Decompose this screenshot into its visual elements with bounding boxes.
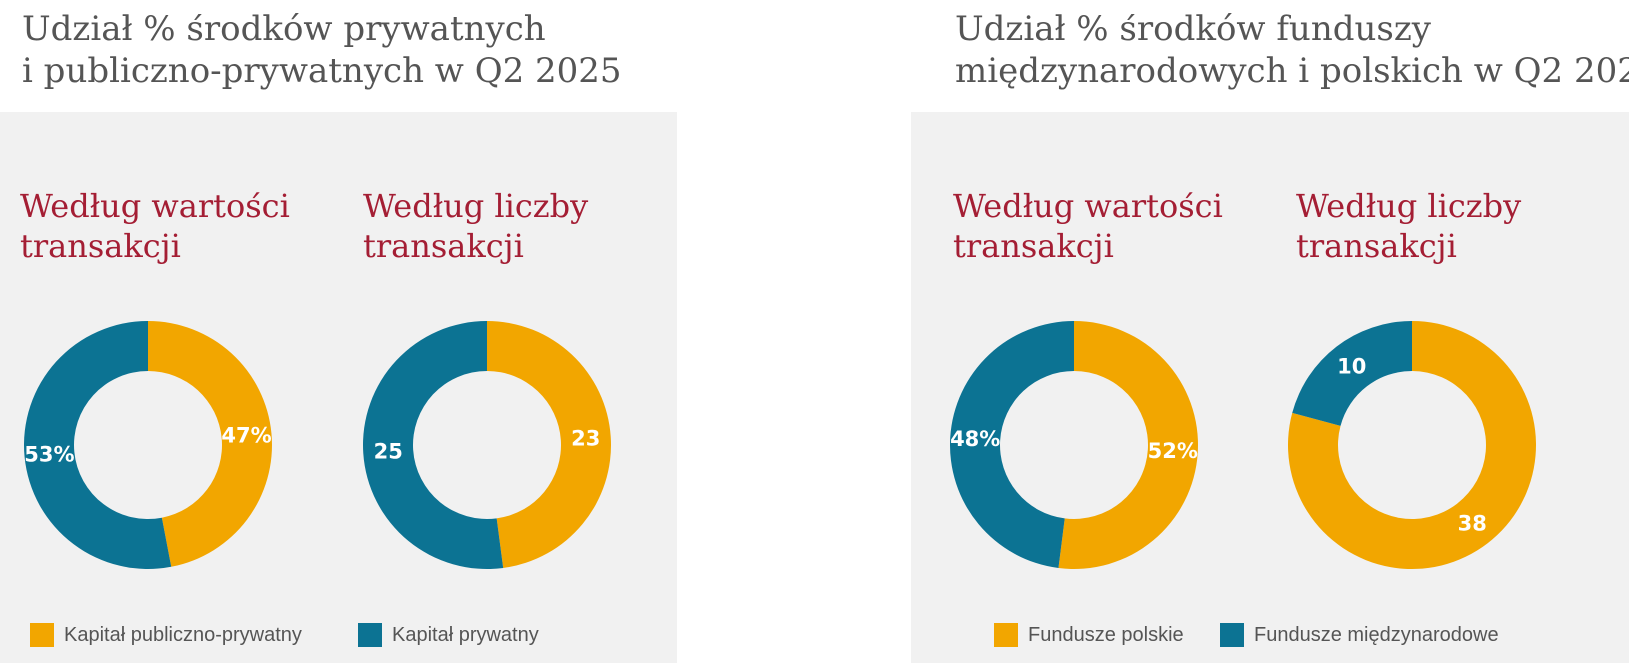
donut-slice-label: 47%: [221, 424, 271, 448]
donut-chart-private-value: 47% 53%: [23, 321, 272, 569]
donut-chart-funds-value: 52% 48%: [950, 321, 1199, 569]
donut-chart-private-count: 23 25: [363, 321, 611, 569]
panel-title-line: i publiczno-prywatnych w Q2 2025: [22, 51, 622, 91]
panel-title-private-funds: Udział % środków prywatnych i publiczno-…: [22, 8, 622, 92]
panel-title-line: międzynarodowych i polskich w Q2 2025: [955, 51, 1629, 91]
legend-label: Kapitał prywatny: [392, 623, 539, 646]
chart-title-line: transakcji: [953, 227, 1114, 265]
donut-slice-label: 23: [571, 427, 600, 451]
legend-right: Fundusze polskie Fundusze międzynarodowe: [994, 623, 1614, 651]
donut-slice-label: 38: [1458, 512, 1487, 536]
donut-slice-label: 10: [1337, 354, 1366, 378]
chart-title-line: Według wartości: [953, 187, 1223, 225]
legend-swatch: [994, 623, 1018, 647]
donut-slice: [1058, 321, 1199, 569]
legend-item-private: Kapitał prywatny: [358, 623, 539, 647]
donut-slice-label: 53%: [24, 442, 74, 466]
legend-label: Fundusze polskie: [1028, 623, 1184, 646]
donut-slice: [23, 321, 172, 569]
donut-slice: [1288, 321, 1536, 569]
legend-swatch: [358, 623, 382, 647]
legend-swatch: [30, 623, 54, 647]
legend-swatch: [1220, 623, 1244, 647]
legend-label: Fundusze międzynarodowe: [1254, 623, 1499, 646]
donut-slice: [950, 321, 1074, 569]
donut-slice-label: 48%: [950, 427, 1000, 451]
donut-slice: [1292, 321, 1412, 426]
panel-title-line: Udział % środków funduszy: [955, 9, 1431, 49]
chart-title-line: transakcji: [363, 227, 524, 265]
donut-slice: [487, 321, 611, 568]
legend-label: Kapitał publiczno-prywatny: [64, 623, 302, 646]
donut-slice-label: 25: [374, 439, 403, 463]
donut-slice: [363, 321, 504, 569]
chart-title-value: Według wartości transakcji: [20, 186, 290, 266]
legend-item-polish-funds: Fundusze polskie: [994, 623, 1184, 647]
chart-title-line: transakcji: [20, 227, 181, 265]
donut-slice-label: 52%: [1148, 439, 1198, 463]
panel-title-funds-origin: Udział % środków funduszy międzynarodowy…: [955, 8, 1629, 92]
donut-slice: [148, 321, 272, 567]
chart-title-line: Według wartości: [20, 187, 290, 225]
chart-title-count: Według liczby transakcji: [363, 186, 588, 266]
legend-item-international-funds: Fundusze międzynarodowe: [1220, 623, 1499, 647]
donut-chart-funds-count: 38 10: [1288, 321, 1536, 569]
legend-left: Kapitał publiczno-prywatny Kapitał prywa…: [30, 623, 650, 651]
panel-title-line: Udział % środków prywatnych: [22, 9, 546, 49]
chart-title-line: Według liczby: [363, 187, 589, 225]
chart-title-value: Według wartości transakcji: [953, 186, 1223, 266]
chart-title-count: Według liczby transakcji: [1296, 186, 1521, 266]
legend-item-public-private: Kapitał publiczno-prywatny: [30, 623, 302, 647]
chart-title-line: Według liczby: [1296, 187, 1522, 225]
chart-title-line: transakcji: [1296, 227, 1457, 265]
